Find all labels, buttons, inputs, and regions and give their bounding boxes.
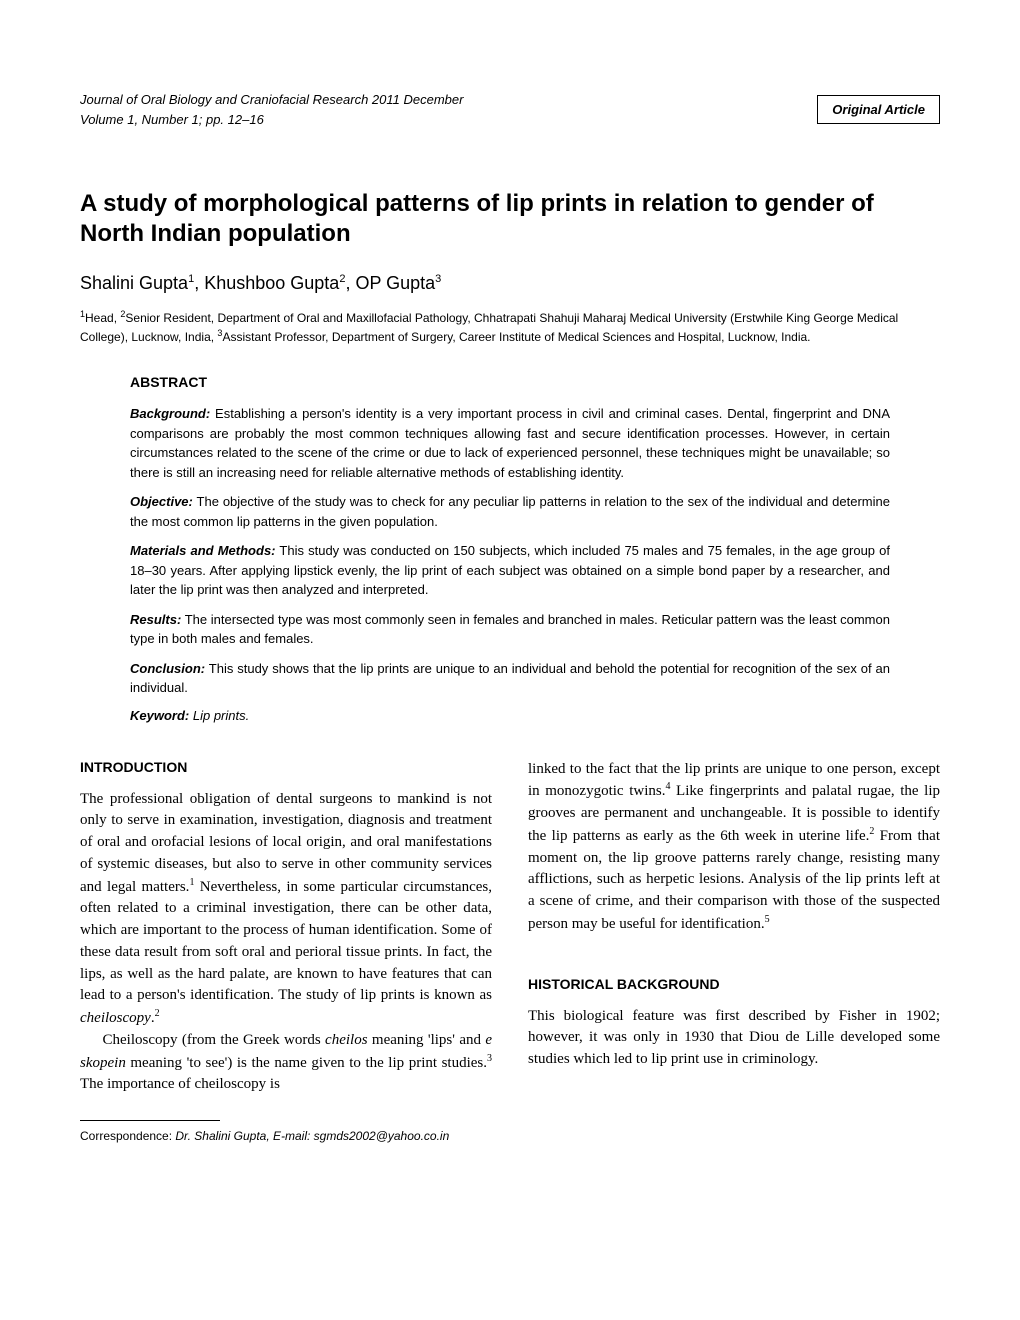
abstract-text: This study shows that the lip prints are… <box>130 661 890 696</box>
article-title: A study of morphological patterns of lip… <box>80 189 940 249</box>
abstract-text: The intersected type was most commonly s… <box>130 612 890 647</box>
historical-text: This biological feature was first descri… <box>528 1006 940 1071</box>
journal-line-2: Volume 1, Number 1; pp. 12–16 <box>80 110 463 130</box>
correspondence-text: Dr. Shalini Gupta, E-mail: sgmds2002@yah… <box>175 1129 449 1143</box>
introduction-text-right: linked to the fact that the lip prints a… <box>528 759 940 936</box>
historical-heading: HISTORICAL BACKGROUND <box>528 976 940 992</box>
left-column: INTRODUCTION The professional obligation… <box>80 759 492 1144</box>
journal-line-1: Journal of Oral Biology and Craniofacial… <box>80 90 463 110</box>
right-column: linked to the fact that the lip prints a… <box>528 759 940 1144</box>
authors: Shalini Gupta1, Khushboo Gupta2, OP Gupt… <box>80 273 940 294</box>
affiliations: 1Head, 2Senior Resident, Department of O… <box>80 308 940 346</box>
abstract-label: Background: <box>130 406 210 421</box>
introduction-heading: INTRODUCTION <box>80 759 492 775</box>
abstract-label: Results: <box>130 612 181 627</box>
introduction-text-left: The professional obligation of dental su… <box>80 789 492 1097</box>
keyword-label: Keyword: <box>130 708 189 723</box>
correspondence-rule <box>80 1120 220 1121</box>
abstract-methods: Materials and Methods: This study was co… <box>130 541 890 600</box>
abstract-block: ABSTRACT Background: Establishing a pers… <box>80 374 940 723</box>
abstract-results: Results: The intersected type was most c… <box>130 610 890 649</box>
keyword-text: Lip prints. <box>193 708 249 723</box>
abstract-heading: ABSTRACT <box>130 374 890 390</box>
article-type-badge: Original Article <box>817 95 940 124</box>
abstract-objective: Objective: The objective of the study wa… <box>130 492 890 531</box>
journal-meta: Journal of Oral Biology and Craniofacial… <box>80 90 463 129</box>
correspondence-label: Correspondence: <box>80 1129 175 1143</box>
abstract-label: Objective: <box>130 494 193 509</box>
body-columns: INTRODUCTION The professional obligation… <box>80 759 940 1144</box>
abstract-background: Background: Establishing a person's iden… <box>130 404 890 482</box>
page-header: Journal of Oral Biology and Craniofacial… <box>80 90 940 129</box>
correspondence: Correspondence: Dr. Shalini Gupta, E-mai… <box>80 1129 492 1143</box>
abstract-label: Conclusion: <box>130 661 205 676</box>
abstract-text: Establishing a person's identity is a ve… <box>130 406 890 480</box>
abstract-keyword: Keyword: Lip prints. <box>130 708 890 723</box>
abstract-conclusion: Conclusion: This study shows that the li… <box>130 659 890 698</box>
abstract-text: The objective of the study was to check … <box>130 494 890 529</box>
abstract-label: Materials and Methods: <box>130 543 276 558</box>
